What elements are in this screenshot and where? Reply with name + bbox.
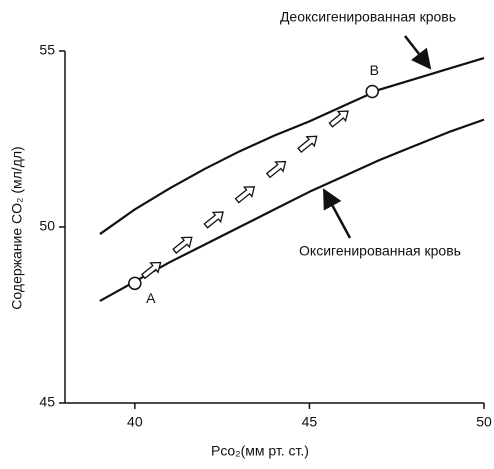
- y-tick-label: 50: [39, 218, 55, 234]
- flow-arrow: [297, 135, 318, 153]
- annotation-arrow: [404, 35, 432, 70]
- x-axis-label: Pco₂(мм рт. ст.): [211, 443, 309, 459]
- point: [128, 276, 142, 291]
- y-tick-label: 55: [39, 42, 55, 58]
- curve: [99, 118, 485, 302]
- flow-arrow: [172, 236, 193, 254]
- flow-arrow: [265, 160, 287, 179]
- curve: [99, 56, 485, 235]
- flow-arrow: [328, 110, 349, 128]
- point: [365, 84, 380, 99]
- x-tick-label: 45: [302, 414, 318, 430]
- x-tick-label: 40: [127, 414, 143, 430]
- point-label: A: [146, 290, 156, 306]
- flow-arrow: [140, 261, 162, 280]
- y-axis-label: Содержание CO₂ (мл/дл): [9, 146, 25, 309]
- point-label: B: [370, 62, 379, 78]
- annotation: Деоксигенированная кровь: [280, 9, 456, 25]
- flow-arrow: [203, 211, 224, 229]
- annotation-arrow: [322, 188, 352, 239]
- annotation: Оксигенированная кровь: [299, 243, 461, 259]
- y-tick-label: 45: [39, 394, 55, 410]
- x-tick-label: 50: [476, 414, 492, 430]
- flow-arrow: [234, 186, 256, 204]
